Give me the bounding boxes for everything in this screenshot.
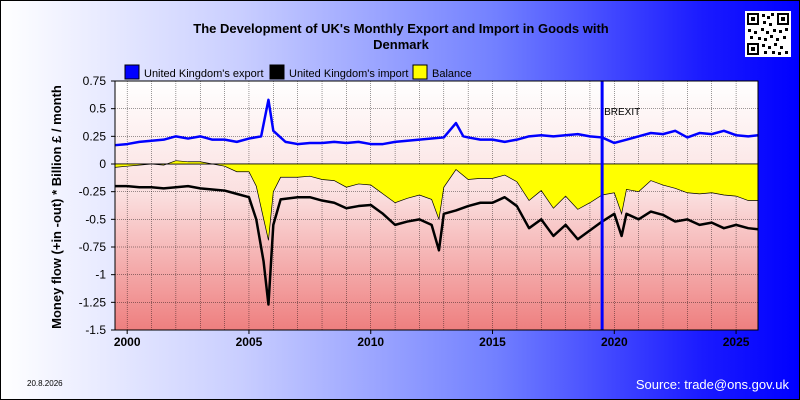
plot-border xyxy=(114,80,759,331)
x-axis-ticks: 2000 2005 2010 2015 2020 2025 xyxy=(114,330,750,349)
annotation-layer: BREXIT xyxy=(600,81,640,330)
y-tick-label: -1 xyxy=(95,268,106,282)
y-tick-label: -1.5 xyxy=(85,323,106,337)
chart-title-line-2: Denmark xyxy=(373,37,429,52)
y-tick-label: 0.25 xyxy=(83,129,107,143)
y-axis-ticks: 0.75 0.5 0.25 0 -0.25 -0.5 -0.75 -1 -1.25 -1.5 xyxy=(79,74,115,337)
y-tick-label: 0 xyxy=(99,157,106,171)
chart-title-line-1: The Development of UK's Monthly Export a… xyxy=(193,21,609,36)
x-tick-label: 2015 xyxy=(479,335,506,349)
legend-label-balance: Balance xyxy=(432,68,472,80)
x-tick-label: 2000 xyxy=(114,335,141,349)
brexit-label: BREXIT xyxy=(604,107,640,118)
y-tick-label: 0.5 xyxy=(89,102,106,116)
legend-label-export: United Kingdom's export xyxy=(144,68,264,80)
date-stamp: 20.8.2026 xyxy=(27,379,63,388)
series-layer xyxy=(114,98,759,306)
y-tick-label: -0.5 xyxy=(85,212,106,226)
legend-label-import: United Kingdom's import xyxy=(289,68,409,80)
series-import xyxy=(115,184,759,306)
x-tick-label: 2005 xyxy=(236,335,263,349)
source-credit: Source: trade@ons.gov.uk xyxy=(635,377,789,392)
legend: United Kingdom's export United Kingdom's… xyxy=(124,64,472,80)
y-tick-label: -1.25 xyxy=(79,295,107,309)
series-export xyxy=(114,98,759,147)
y-tick-label: -0.75 xyxy=(79,240,107,254)
series-balance xyxy=(114,160,759,241)
x-tick-label: 2020 xyxy=(601,335,628,349)
legend-swatch-balance xyxy=(412,64,428,80)
legend-swatch-export xyxy=(124,64,140,80)
y-axis-label: Money flow (+in -out) * Billion £ / mont… xyxy=(49,85,64,329)
y-tick-label: 0.75 xyxy=(83,74,107,88)
y-tick-label: -0.25 xyxy=(79,185,107,199)
qr-code-icon xyxy=(745,11,791,57)
x-tick-label: 2025 xyxy=(723,335,750,349)
legend-swatch-import xyxy=(269,64,285,80)
x-tick-label: 2010 xyxy=(357,335,384,349)
